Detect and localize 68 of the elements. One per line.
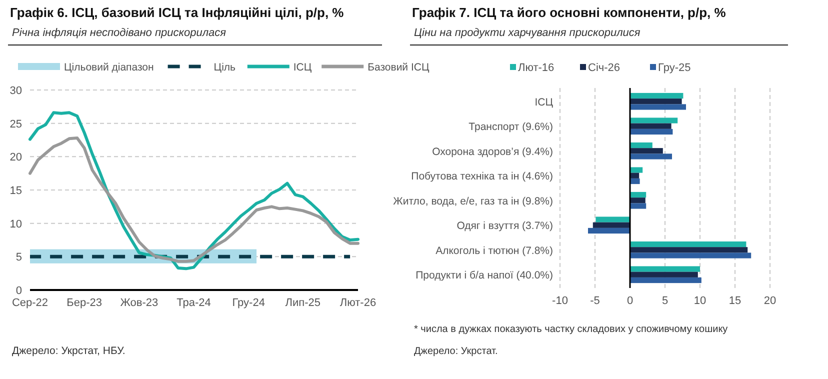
bar <box>630 277 702 284</box>
y-tick-label: Алкоголь і тютюн (7.8%) <box>436 244 553 257</box>
x-tick-label: 15 <box>728 295 742 307</box>
bar <box>630 154 672 160</box>
y-tick-label: ІСЦ <box>534 96 554 108</box>
x-tick-label: Лют-26 <box>340 297 376 309</box>
y-tick-label: Транспорт (9.6%) <box>468 121 553 134</box>
chart-subtitle: Ціни на продукти харчування прискорилися <box>414 27 640 39</box>
bar <box>630 252 752 258</box>
bar <box>596 216 630 222</box>
x-tick-label: Жов-23 <box>120 297 158 309</box>
bar <box>630 104 686 110</box>
bar <box>630 241 746 248</box>
y-tick-label: 5 <box>16 252 22 264</box>
bar <box>630 192 646 198</box>
y-tick-label: Продукти і б/а напої (40.0%) <box>416 270 553 282</box>
x-tick-label: Гру-24 <box>232 297 265 309</box>
y-tick-label: Охорона здоров’я (9.4%) <box>432 146 553 158</box>
y-tick-label: 30 <box>10 85 22 97</box>
y-tick-label: Одяг і взуття (3.7%) <box>456 220 553 232</box>
legend-label: Лют-16 <box>518 62 554 74</box>
y-tick-label: Житло, вода, е/е, газ та ін (9.8%) <box>393 195 553 208</box>
x-tick-label: 5 <box>662 295 668 307</box>
bar <box>630 148 663 154</box>
bar <box>630 142 652 148</box>
x-tick-label: Тра-24 <box>176 297 211 309</box>
text: Джерело: Укрстат. <box>414 346 498 357</box>
legend-label: Січ-26 <box>588 62 620 74</box>
x-tick-label: Лип-25 <box>285 297 321 309</box>
y-tick-label: 25 <box>10 118 22 130</box>
bar <box>630 128 673 135</box>
bar <box>592 222 630 228</box>
y-tick-label: 10 <box>10 218 22 230</box>
text: Джерело: Укрстат, НБУ. <box>12 345 126 357</box>
y-tick-label: Побутова техніка та ін (4.6%) <box>411 170 553 183</box>
bar <box>588 228 630 234</box>
legend-label: Гру-25 <box>658 62 691 74</box>
line-series <box>28 111 360 270</box>
bar <box>630 178 640 184</box>
bar <box>630 203 646 209</box>
x-tick-label: Сер-22 <box>12 297 48 309</box>
legend-label: Ціль <box>214 62 236 74</box>
bar <box>630 123 672 129</box>
y-tick-label: 20 <box>10 152 22 164</box>
bar <box>630 247 748 253</box>
chart-title: Графік 6. ІСЦ, базовий ІСЦ та Інфляційні цілі, р/р, % <box>10 5 344 20</box>
chart-title: Графік 7. ІСЦ та його основні компоненти, р/р, % <box>412 5 726 20</box>
y-tick-label: 15 <box>10 185 22 197</box>
x-tick-label: 10 <box>694 295 706 307</box>
x-tick-label: Бер-23 <box>66 297 102 309</box>
x-tick-label: -10 <box>552 295 568 307</box>
chart-subtitle: Річна інфляція несподівано прискорилася <box>12 27 226 39</box>
bar <box>630 92 684 99</box>
bar <box>630 167 643 173</box>
bar <box>630 272 698 278</box>
legend-label: Цільовий діапазон <box>64 62 154 74</box>
x-tick-label: 20 <box>764 295 776 307</box>
x-tick-label: 0 <box>626 295 634 307</box>
y-tick-label: 0 <box>16 285 22 297</box>
line-series <box>28 136 360 263</box>
bar <box>630 198 646 204</box>
bar <box>630 98 682 104</box>
legend-label: Базовий ІСЦ <box>368 62 430 74</box>
legend-label: ІСЦ <box>293 62 312 74</box>
bar <box>630 118 678 124</box>
text: * числа в дужках показують частку складових у споживчому кошику <box>414 324 728 335</box>
bar <box>630 266 700 272</box>
x-tick-label: -5 <box>590 295 600 307</box>
